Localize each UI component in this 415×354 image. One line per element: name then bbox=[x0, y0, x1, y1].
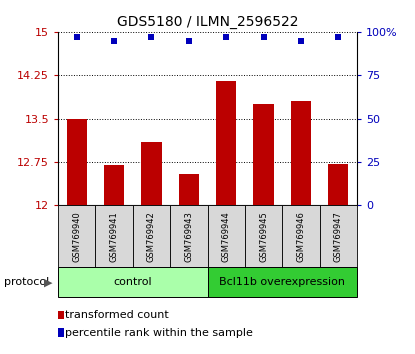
Text: GSM769940: GSM769940 bbox=[72, 211, 81, 262]
Bar bbox=[320, 205, 357, 267]
Bar bbox=[66, 119, 87, 205]
Bar bbox=[282, 205, 320, 267]
Bar bbox=[216, 81, 237, 205]
Text: control: control bbox=[113, 277, 152, 287]
Point bbox=[223, 34, 229, 40]
Text: GSM769947: GSM769947 bbox=[334, 211, 343, 262]
Bar bbox=[104, 165, 124, 205]
Text: GSM769942: GSM769942 bbox=[147, 211, 156, 262]
Text: transformed count: transformed count bbox=[66, 310, 169, 320]
Bar bbox=[253, 104, 274, 205]
Bar bbox=[170, 205, 208, 267]
Text: GSM769943: GSM769943 bbox=[184, 211, 193, 262]
Bar bbox=[178, 173, 199, 205]
Text: ▶: ▶ bbox=[44, 277, 52, 287]
Bar bbox=[58, 205, 95, 267]
Title: GDS5180 / ILMN_2596522: GDS5180 / ILMN_2596522 bbox=[117, 16, 298, 29]
Point bbox=[111, 38, 117, 44]
Point bbox=[298, 38, 304, 44]
Bar bbox=[95, 205, 133, 267]
Text: GSM769945: GSM769945 bbox=[259, 211, 268, 262]
Point bbox=[335, 34, 342, 40]
Bar bbox=[58, 267, 208, 297]
Bar bbox=[245, 205, 282, 267]
Bar bbox=[208, 205, 245, 267]
Bar bbox=[290, 101, 311, 205]
Bar bbox=[328, 164, 349, 205]
Bar bbox=[208, 267, 357, 297]
Text: percentile rank within the sample: percentile rank within the sample bbox=[66, 328, 253, 338]
Text: GSM769946: GSM769946 bbox=[296, 211, 305, 262]
Text: Bcl11b overexpression: Bcl11b overexpression bbox=[219, 277, 345, 287]
Point bbox=[148, 34, 155, 40]
Bar bbox=[141, 142, 162, 205]
Point bbox=[260, 34, 267, 40]
Point bbox=[186, 38, 192, 44]
Text: protocol: protocol bbox=[4, 277, 49, 287]
Text: GSM769941: GSM769941 bbox=[110, 211, 119, 262]
Point bbox=[73, 34, 80, 40]
Text: GSM769944: GSM769944 bbox=[222, 211, 231, 262]
Bar bbox=[133, 205, 170, 267]
